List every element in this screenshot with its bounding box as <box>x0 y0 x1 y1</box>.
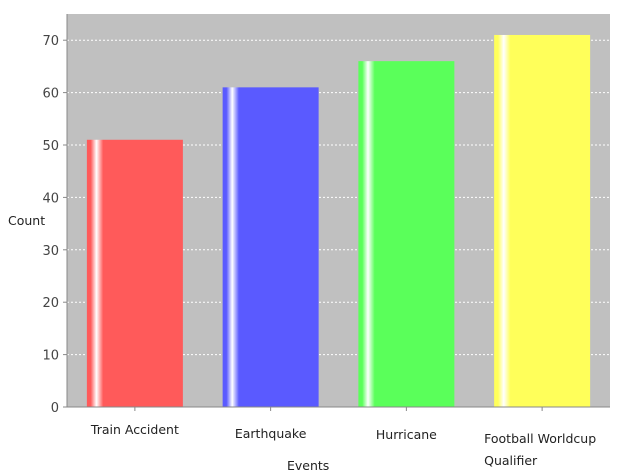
y-tick-label: 40 <box>42 191 59 206</box>
x-category-label: Train Accident <box>90 422 179 437</box>
y-tick-labels: 0 10 20 30 40 50 60 70 <box>42 34 67 416</box>
bars <box>86 34 591 408</box>
y-tick-label: 20 <box>42 296 59 311</box>
y-tick-label: 0 <box>51 401 59 416</box>
y-axis-label: Count <box>8 213 45 228</box>
y-tick-label: 60 <box>42 87 59 102</box>
y-tick-label: 70 <box>42 34 59 49</box>
x-category-label: Earthquake <box>235 426 307 441</box>
y-tick-label: 50 <box>42 139 59 154</box>
x-category-label: Football Worldcup Qualifier <box>484 431 596 468</box>
y-tick-label: 10 <box>42 349 59 364</box>
x-axis-label: Events <box>287 458 329 473</box>
bar <box>358 61 455 407</box>
bar <box>222 87 319 408</box>
y-tick-label: 30 <box>42 244 59 259</box>
x-category-label: Hurricane <box>376 427 437 442</box>
bar <box>494 34 591 408</box>
bar <box>86 139 183 407</box>
x-category-labels: Train Accident Earthquake Hurricane Footbal… <box>90 407 596 468</box>
